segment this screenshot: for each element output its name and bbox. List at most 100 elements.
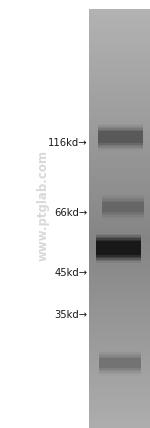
Bar [89, 409, 150, 412]
Bar [89, 42, 150, 45]
Bar [99, 357, 141, 369]
Bar [89, 296, 150, 298]
Bar [96, 241, 141, 255]
Bar [89, 254, 150, 256]
Bar [89, 128, 150, 131]
Bar [89, 107, 150, 110]
Bar [89, 312, 150, 315]
Bar [89, 302, 150, 305]
Bar [89, 76, 150, 78]
Bar [89, 178, 150, 181]
Bar [89, 63, 150, 65]
Text: 116kd→: 116kd→ [48, 138, 87, 148]
Bar [89, 9, 150, 11]
Bar [96, 234, 141, 262]
Bar [89, 348, 150, 351]
Bar [89, 424, 150, 426]
Bar [89, 103, 150, 106]
Bar [89, 170, 150, 172]
Text: 35kd→: 35kd→ [54, 310, 87, 320]
Bar [96, 237, 141, 259]
Bar [89, 19, 150, 22]
Bar [89, 27, 150, 30]
Bar [96, 240, 141, 256]
Bar [89, 122, 150, 125]
Bar [98, 131, 142, 143]
Bar [89, 246, 150, 248]
Bar [89, 311, 150, 313]
Bar [89, 239, 150, 242]
Bar [89, 336, 150, 338]
Bar [98, 127, 142, 148]
Bar [89, 48, 150, 51]
Bar [89, 111, 150, 114]
Bar [89, 244, 150, 246]
Bar [89, 51, 150, 53]
Bar [89, 105, 150, 107]
Bar [89, 413, 150, 416]
Bar [89, 164, 150, 166]
Bar [89, 168, 150, 170]
Bar [89, 403, 150, 405]
Bar [89, 290, 150, 292]
Bar [89, 212, 150, 214]
Bar [89, 271, 150, 273]
Bar [89, 36, 150, 39]
Bar [89, 69, 150, 72]
Bar [89, 139, 150, 141]
Bar [89, 397, 150, 399]
Bar [89, 132, 150, 135]
Bar [89, 292, 150, 294]
Bar [89, 390, 150, 393]
Text: 45kd→: 45kd→ [54, 268, 87, 278]
Bar [102, 196, 144, 218]
Text: www.ptglab.com: www.ptglab.com [36, 150, 49, 261]
Bar [89, 59, 150, 62]
Bar [89, 330, 150, 332]
Bar [89, 392, 150, 395]
Bar [89, 202, 150, 204]
Bar [89, 279, 150, 282]
Bar [89, 113, 150, 116]
Bar [89, 309, 150, 311]
Bar [89, 361, 150, 363]
Bar [89, 197, 150, 200]
Bar [89, 174, 150, 177]
Bar [89, 380, 150, 382]
Bar [89, 124, 150, 127]
Bar [89, 416, 150, 418]
Bar [89, 418, 150, 420]
Bar [98, 125, 142, 149]
Bar [99, 358, 141, 368]
Bar [89, 275, 150, 277]
Bar [89, 126, 150, 128]
Bar [89, 199, 150, 202]
Bar [89, 300, 150, 303]
Bar [89, 235, 150, 238]
Bar [89, 21, 150, 24]
Bar [89, 120, 150, 122]
Bar [89, 317, 150, 319]
Bar [89, 411, 150, 414]
Bar [89, 191, 150, 193]
Bar [89, 153, 150, 156]
Text: 66kd→: 66kd→ [54, 208, 87, 218]
Bar [89, 78, 150, 80]
Bar [89, 25, 150, 28]
Bar [89, 13, 150, 15]
Bar [89, 187, 150, 190]
Bar [89, 265, 150, 267]
Bar [89, 225, 150, 227]
Bar [89, 256, 150, 259]
Bar [89, 377, 150, 380]
Bar [89, 44, 150, 47]
Bar [89, 160, 150, 162]
Bar [89, 382, 150, 384]
Bar [89, 260, 150, 263]
Bar [89, 92, 150, 95]
Bar [89, 74, 150, 76]
Bar [89, 116, 150, 118]
Bar [89, 231, 150, 233]
Bar [89, 34, 150, 36]
Bar [89, 298, 150, 300]
